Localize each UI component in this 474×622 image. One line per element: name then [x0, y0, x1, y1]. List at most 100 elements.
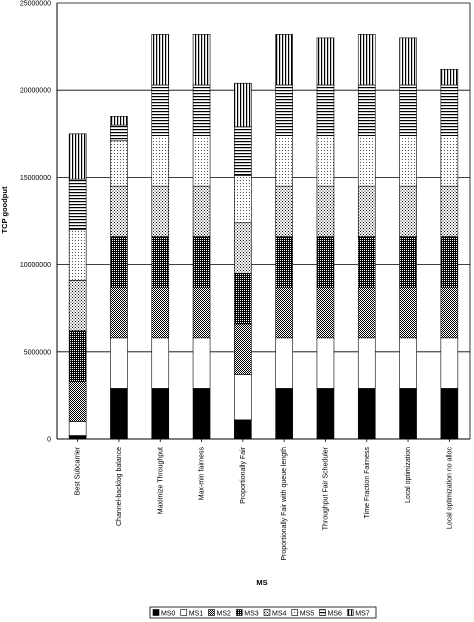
legend-swatch-ms6: [319, 609, 326, 616]
bar-segment-ms4: [192, 185, 211, 237]
y-tick-label: 10000000: [20, 262, 51, 269]
bar-segment-ms2: [234, 323, 252, 375]
bar-segment-ms0: [110, 388, 128, 440]
legend-swatch-ms4: [263, 609, 271, 616]
bar-segment-ms1: [275, 337, 293, 389]
bar-segment-ms4: [234, 222, 252, 274]
bar-segment-ms5: [68, 229, 87, 281]
category-labels: Best Subcarrier Channel-backlog balance Ma…: [75, 446, 454, 560]
bar-segment-ms1: [357, 337, 376, 389]
category-label: Local optimization no alloc: [446, 447, 453, 530]
category-label: Proportionally Fair: [240, 446, 247, 503]
bar-segment-ms1: [192, 337, 211, 389]
bar-segment-ms1: [440, 337, 459, 389]
category-label: Max-min fairness: [199, 447, 206, 501]
bar-segment-ms7: [192, 34, 211, 86]
legend-swatch-ms1: [180, 609, 188, 616]
legend-swatch-ms7: [346, 609, 354, 616]
bar-segment-ms0: [357, 388, 376, 440]
legend-label-ms4: MS4: [272, 610, 287, 617]
bar-segment-ms3: [192, 236, 211, 288]
bar-segment-ms4: [110, 185, 128, 237]
bar-segment-ms3: [357, 236, 376, 288]
bar-segment-ms5: [440, 135, 459, 187]
bar-segment-ms6: [357, 84, 376, 136]
bar-segment-ms6: [151, 84, 170, 136]
bar-segment-ms6: [399, 84, 417, 136]
bar-segment-ms6: [316, 84, 335, 136]
legend-box: [149, 606, 377, 619]
bar-segment-ms0: [399, 388, 417, 440]
legend-swatch-ms5: [291, 609, 299, 616]
legend-swatch-ms2: [208, 609, 215, 616]
bar-segment-ms5: [316, 135, 335, 187]
bar-segment-ms1: [316, 337, 335, 389]
category-label: Local optimization: [405, 447, 412, 503]
y-tick-label: 20000000: [20, 88, 51, 95]
bar-segment-ms2: [440, 286, 459, 339]
legend-label-ms3: MS3: [244, 610, 259, 617]
bar-segment-ms3: [234, 273, 252, 325]
category-label: Throughput Fair Scheduler: [322, 446, 329, 530]
bar-segment-ms2: [357, 286, 376, 339]
bar-segment-ms5: [275, 135, 293, 187]
bar-segment-ms6: [68, 178, 87, 231]
legend-label-ms0: MS0: [161, 610, 176, 617]
bar-segment-ms6: [275, 84, 293, 136]
legend: MS0 MS1 MS2 MS3 MS4 MS5 MS6 MS7: [149, 606, 377, 619]
bar-segment-ms0: [440, 388, 459, 440]
bar-segment-ms2: [275, 286, 293, 339]
bar-segment-ms7: [357, 34, 376, 86]
bar-segment-ms4: [357, 185, 376, 237]
y-tick-label: 0: [47, 437, 51, 444]
y-tick-label: 15000000: [20, 175, 51, 182]
bar-segment-ms2: [110, 286, 128, 339]
legend-label-ms7: MS7: [355, 610, 370, 617]
bar-segment-ms0: [68, 435, 87, 440]
bar-segment-ms5: [151, 135, 170, 187]
bar-segment-ms7: [110, 116, 128, 126]
bar-segment-ms4: [151, 185, 170, 237]
category-label: Channel-backlog balance: [116, 447, 123, 526]
y-tick-label: 25000000: [20, 1, 51, 8]
bar-segment-ms2: [316, 286, 335, 339]
bar-segment-ms5: [357, 135, 376, 187]
bar-segment-ms6: [192, 84, 211, 136]
bar-segment-ms3: [68, 330, 87, 382]
bar-segment-ms0: [234, 419, 252, 440]
legend-swatch-ms0: [152, 609, 160, 616]
bar-segment-ms2: [192, 286, 211, 339]
bar-segment-ms7: [399, 37, 417, 86]
bar-segment-ms0: [275, 388, 293, 440]
bar-segment-ms5: [399, 135, 417, 187]
y-tick-label: 5000000: [24, 349, 51, 356]
legend-label-ms1: MS1: [189, 610, 204, 617]
bar-segment-ms5: [192, 135, 211, 187]
bar-segment-ms0: [192, 388, 211, 440]
bar-segment-ms0: [151, 388, 170, 440]
axes: [56, 3, 471, 442]
bars: [68, 34, 459, 440]
bar-segment-ms5: [234, 175, 252, 224]
bar-segment-ms3: [151, 236, 170, 288]
bar-segment-ms2: [151, 286, 170, 339]
bar-segment-ms2: [399, 286, 417, 339]
bar-segment-ms2: [68, 381, 87, 422]
bar-segment-ms4: [440, 185, 459, 237]
bar-segment-ms1: [68, 421, 87, 436]
category-label: Time Fraction Fairness: [364, 447, 371, 519]
bar-segment-ms4: [275, 185, 293, 237]
bar-segment-ms7: [151, 34, 170, 86]
bar-segment-ms1: [151, 337, 170, 389]
bar-segment-ms7: [440, 68, 459, 86]
bar-segment-ms0: [316, 388, 335, 440]
legend-label-ms5: MS5: [300, 610, 315, 617]
bar-segment-ms3: [440, 236, 459, 288]
x-axis-title: MS: [256, 578, 267, 587]
y-axis-title: TCP goodput: [0, 186, 9, 233]
category-label: Best Subcarrier: [75, 446, 82, 495]
bar-segment-ms6: [110, 124, 128, 142]
bar-segment-ms4: [68, 279, 87, 332]
bar-segment-ms3: [399, 236, 417, 288]
